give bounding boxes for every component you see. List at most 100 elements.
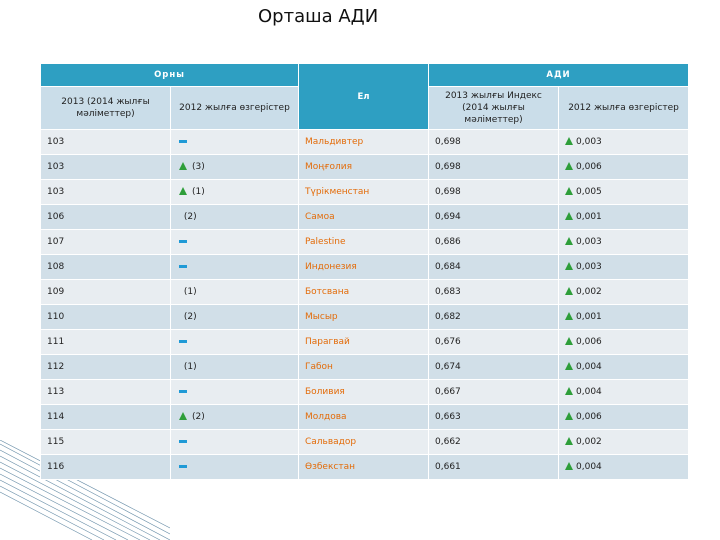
- country-cell: Габон: [298, 354, 429, 380]
- header-rank: Орны: [40, 63, 299, 87]
- index-change-cell: 0,002: [557, 429, 690, 455]
- index-change-cell: 0,003: [557, 129, 690, 155]
- country-cell: Молдова: [298, 404, 429, 430]
- rank-cell: 107: [40, 229, 171, 255]
- index-change: 0,005: [576, 187, 602, 197]
- table-row: 115 Сальвадор 0,662 0,002: [40, 429, 690, 455]
- table-row: 107 Palestine 0,686 0,003: [40, 229, 690, 255]
- index-change: 0,001: [576, 212, 602, 222]
- country-cell: Парагвай: [298, 329, 429, 355]
- header-country: Ел: [298, 63, 429, 130]
- index-cell: 0,674: [428, 354, 559, 380]
- country-cell: Мысыр: [298, 304, 429, 330]
- slide-title: Орташа АДИ: [258, 6, 379, 27]
- up-arrow: [565, 237, 573, 245]
- table-row: 113 Боливия 0,667 0,004: [40, 379, 690, 405]
- same-icon: [179, 390, 187, 393]
- rank-change-cell: [170, 254, 299, 280]
- index-cell: 0,694: [428, 204, 559, 230]
- up-arrow: [565, 387, 573, 395]
- table-row: 110 (2) Мысыр 0,682 0,001: [40, 304, 690, 330]
- up-arrow: [565, 312, 573, 320]
- rank-cell: 112: [40, 354, 171, 380]
- rank-change: (1): [192, 187, 205, 197]
- rank-change-cell: (1): [170, 179, 299, 205]
- rank-change-cell: (2): [170, 204, 299, 230]
- index-cell: 0,667: [428, 379, 559, 405]
- rank-cell: 115: [40, 429, 171, 455]
- index-change: 0,006: [576, 412, 602, 422]
- header-rank-2013: 2013 (2014 жылғы мәліметтер): [40, 86, 171, 130]
- index-change-cell: 0,001: [557, 304, 690, 330]
- index-cell: 0,676: [428, 329, 559, 355]
- same-icon: [179, 265, 187, 268]
- index-change: 0,004: [576, 362, 602, 372]
- up-arrow: [565, 287, 573, 295]
- index-change-cell: 0,005: [557, 179, 690, 205]
- rank-change: (1): [183, 287, 197, 297]
- index-change-cell: 0,004: [557, 454, 690, 480]
- index-cell: 0,698: [428, 129, 559, 155]
- index-cell: 0,686: [428, 229, 559, 255]
- index-change: 0,001: [576, 312, 602, 322]
- country-cell: Өзбекстан: [298, 454, 429, 480]
- rank-cell: 111: [40, 329, 171, 355]
- country-cell: Түрікменстан: [298, 179, 429, 205]
- index-change-cell: 0,004: [557, 354, 690, 380]
- up-arrow: [565, 437, 573, 445]
- index-cell: 0,661: [428, 454, 559, 480]
- rank-cell: 103: [40, 154, 171, 180]
- rank-cell: 108: [40, 254, 171, 280]
- rank-change-cell: [170, 379, 299, 405]
- hdi-table: Орны Ел АДИ 2013 (2014 жылғы мәліметтер)…: [40, 63, 690, 480]
- decoration: [0, 440, 170, 540]
- up-arrow: [565, 462, 573, 470]
- table-row: 111 Парагвай 0,676 0,006: [40, 329, 690, 355]
- header-hdi: АДИ: [427, 63, 690, 87]
- index-cell: 0,698: [428, 154, 559, 180]
- up-arrow: [565, 262, 573, 270]
- up-arrow: [565, 137, 573, 145]
- country-cell: Моңғолия: [298, 154, 429, 180]
- up-arrow: [179, 412, 187, 420]
- country-cell: Palestine: [298, 229, 429, 255]
- up-arrow: [179, 162, 187, 170]
- rank-change-cell: (2): [170, 304, 299, 330]
- index-change-cell: 0,006: [557, 404, 690, 430]
- index-change-cell: 0,004: [557, 379, 690, 405]
- index-change-cell: 0,006: [557, 329, 690, 355]
- rank-cell: 103: [40, 129, 171, 155]
- index-change-cell: 0,003: [557, 229, 690, 255]
- index-cell: 0,683: [428, 279, 559, 305]
- rank-change-cell: (3): [170, 154, 299, 180]
- index-change: 0,006: [576, 162, 602, 172]
- up-arrow: [565, 412, 573, 420]
- country-cell: Мальдивтер: [298, 129, 429, 155]
- up-arrow: [565, 212, 573, 220]
- table-row: 114 (2) Молдова 0,663 0,006: [40, 404, 690, 430]
- index-change: 0,002: [576, 287, 602, 297]
- index-cell: 0,662: [428, 429, 559, 455]
- index-change-cell: 0,006: [557, 154, 690, 180]
- rank-change-cell: [170, 454, 299, 480]
- rank-cell: 103: [40, 179, 171, 205]
- rank-cell: 109: [40, 279, 171, 305]
- table-row: 106 (2) Самоа 0,694 0,001: [40, 204, 690, 230]
- rank-cell: 110: [40, 304, 171, 330]
- rank-change-cell: [170, 429, 299, 455]
- rank-change: (2): [183, 312, 197, 322]
- rank-change-cell: [170, 229, 299, 255]
- rank-change-cell: [170, 129, 299, 155]
- same-icon: [179, 440, 187, 443]
- rank-change: (1): [183, 362, 197, 372]
- table-row: 112 (1) Габон 0,674 0,004: [40, 354, 690, 380]
- same-icon: [179, 140, 187, 143]
- table-row: 103 (3) Моңғолия 0,698 0,006: [40, 154, 690, 180]
- header-rank-change: 2012 жылға өзгерістер: [170, 86, 299, 130]
- up-arrow: [565, 337, 573, 345]
- index-change: 0,004: [576, 387, 602, 397]
- header-index-change: 2012 жылға өзгерістер: [557, 86, 690, 130]
- rank-cell: 106: [40, 204, 171, 230]
- table-row: 116 Өзбекстан 0,661 0,004: [40, 454, 690, 480]
